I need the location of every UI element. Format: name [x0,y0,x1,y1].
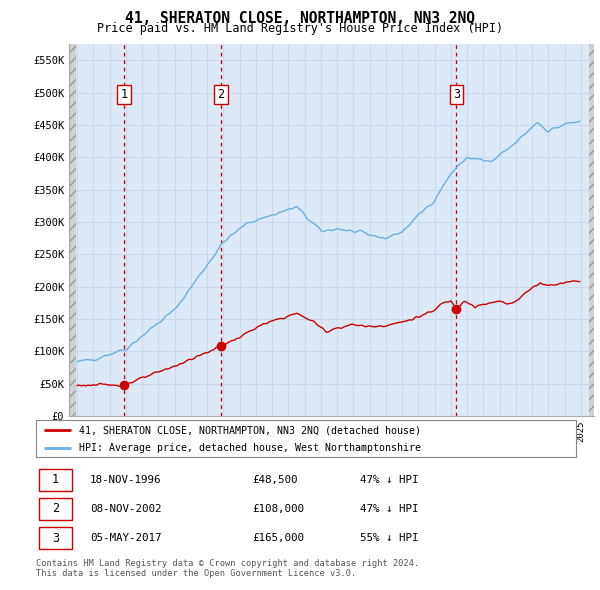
Text: £165,000: £165,000 [252,533,304,543]
Bar [69,44,76,416]
Text: HPI: Average price, detached house, West Northamptonshire: HPI: Average price, detached house, West… [79,443,421,453]
Text: 1: 1 [52,473,59,486]
Text: Price paid vs. HM Land Registry's House Price Index (HPI): Price paid vs. HM Land Registry's House … [97,22,503,35]
Text: 2: 2 [52,502,59,516]
Text: Contains HM Land Registry data © Crown copyright and database right 2024.: Contains HM Land Registry data © Crown c… [36,559,419,568]
Text: 47% ↓ HPI: 47% ↓ HPI [360,474,419,484]
Text: This data is licensed under the Open Government Licence v3.0.: This data is licensed under the Open Gov… [36,569,356,578]
Text: 08-NOV-2002: 08-NOV-2002 [90,504,161,514]
FancyBboxPatch shape [36,420,576,457]
Text: £108,000: £108,000 [252,504,304,514]
Text: 41, SHERATON CLOSE, NORTHAMPTON, NN3 2NQ (detached house): 41, SHERATON CLOSE, NORTHAMPTON, NN3 2NQ… [79,425,421,435]
Text: 55% ↓ HPI: 55% ↓ HPI [360,533,419,543]
Bar [589,44,594,416]
FancyBboxPatch shape [39,468,72,491]
Text: 2: 2 [217,88,224,101]
Text: 05-MAY-2017: 05-MAY-2017 [90,533,161,543]
Text: 41, SHERATON CLOSE, NORTHAMPTON, NN3 2NQ: 41, SHERATON CLOSE, NORTHAMPTON, NN3 2NQ [125,11,475,25]
Text: 18-NOV-1996: 18-NOV-1996 [90,474,161,484]
FancyBboxPatch shape [39,527,72,549]
Text: £48,500: £48,500 [252,474,298,484]
FancyBboxPatch shape [39,498,72,520]
Text: 3: 3 [52,532,59,545]
Text: 1: 1 [121,88,128,101]
Text: 3: 3 [453,88,460,101]
Text: 47% ↓ HPI: 47% ↓ HPI [360,504,419,514]
